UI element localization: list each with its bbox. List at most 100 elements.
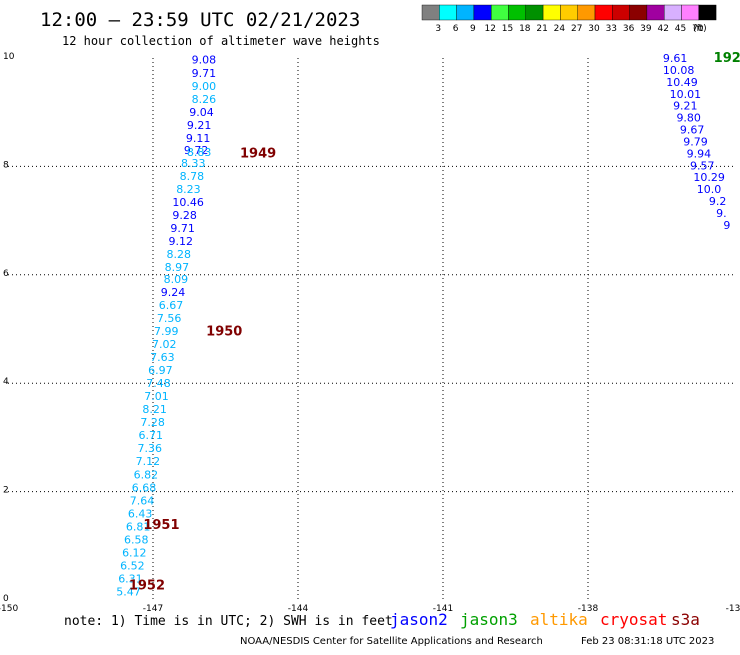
wave-height-label: 9. <box>716 207 727 220</box>
y-tick-label: 0 <box>3 594 9 604</box>
wave-height-label: 7.56 <box>157 312 182 325</box>
legend-swatch <box>421 4 440 21</box>
x-tick-label: -147 <box>143 604 163 614</box>
wave-height-label: 6.43 <box>128 507 153 520</box>
legend-swatch <box>542 4 561 21</box>
wave-height-label: 9.04 <box>189 106 214 119</box>
legend-label: 39 <box>640 24 652 34</box>
wave-height-label: 10.46 <box>172 196 204 209</box>
pass-time-label: 1952 <box>129 578 165 593</box>
wave-height-label: 9.00 <box>192 80 217 93</box>
wave-height-label: 7.48 <box>146 377 171 390</box>
wave-height-label: 10.0 <box>697 183 722 196</box>
legend-label: 12 <box>484 24 495 34</box>
satellite-legend-cryosat: cryosat <box>600 610 667 629</box>
wave-height-label: 8.28 <box>167 248 192 261</box>
footer-timestamp: Feb 23 08:31:18 UTC 2023 <box>581 636 714 647</box>
wave-height-label: 5.47 <box>116 585 140 598</box>
wave-height-label: 10.29 <box>693 171 725 184</box>
wave-height-label: 7.99 <box>154 325 179 338</box>
legend-swatch <box>698 4 717 21</box>
wave-height-label: 6.97 <box>148 364 173 377</box>
wave-height-label: 8.23 <box>176 183 201 196</box>
legend-label: 24 <box>554 24 566 34</box>
wave-height-label: 6.68 <box>132 481 157 494</box>
wave-height-label: 9.2 <box>709 195 727 208</box>
legend-swatch <box>594 4 613 21</box>
chart-title: 12:00 – 23:59 UTC 02/21/2023 <box>40 9 360 31</box>
x-tick-label: -138 <box>578 604 599 614</box>
wave-height-label: 6.12 <box>122 546 147 559</box>
wave-height-label: 6.58 <box>124 533 149 546</box>
x-tick-label: -144 <box>288 604 309 614</box>
satellite-legend-altika: altika <box>530 610 588 629</box>
legend-swatch <box>612 4 630 21</box>
y-tick-label: 8 <box>3 160 9 170</box>
wave-height-label: 7.02 <box>152 338 177 351</box>
x-tick-label: -141 <box>433 604 453 614</box>
x-tick-label: -13 <box>726 604 740 614</box>
legend-label: 70 <box>692 24 704 34</box>
wave-height-label: 10.01 <box>670 88 702 101</box>
footer-credit: NOAA/NESDIS Center for Satellite Applica… <box>240 636 543 647</box>
legend-label: 21 <box>536 24 547 34</box>
wave-height-label: 8.78 <box>180 170 205 183</box>
legend-label: 27 <box>571 24 582 34</box>
satellite-legend-jason3: jason3 <box>460 610 518 629</box>
y-tick-label: 2 <box>3 486 9 496</box>
wave-height-label: 9.67 <box>680 124 705 137</box>
wave-height-label: 6.71 <box>139 429 164 442</box>
legend-swatch <box>439 4 457 21</box>
wave-height-label: 10.49 <box>666 76 698 89</box>
legend-swatch <box>646 4 665 21</box>
pass-time-label: 1950 <box>206 325 242 340</box>
wave-height-label: 9.71 <box>192 67 217 80</box>
legend-label: 30 <box>588 24 600 34</box>
legend-label: 45 <box>675 24 686 34</box>
legend-unit: (ft) <box>693 24 707 34</box>
legend-swatch <box>560 4 578 21</box>
satellite-legend-s3a: s3a <box>671 610 700 629</box>
legend-label: 42 <box>657 24 668 34</box>
y-tick-label: 4 <box>3 377 9 387</box>
legend-label: 18 <box>519 24 531 34</box>
wave-height-label: 9.21 <box>187 119 212 132</box>
wave-height-label: 8.09 <box>164 273 189 286</box>
legend-label: 9 <box>470 24 476 34</box>
wave-height-label: 7.28 <box>140 416 165 429</box>
wave-height-label: 9.28 <box>172 209 197 222</box>
wave-height-label: 9.24 <box>161 286 186 299</box>
wave-height-label: 9.71 <box>170 222 195 235</box>
legend-swatch <box>664 4 682 21</box>
wave-height-label: 6.31 <box>118 572 143 585</box>
wave-height-label: 8.26 <box>192 93 217 106</box>
legend-swatch <box>456 4 475 21</box>
legend-label: 3 <box>435 24 441 34</box>
wave-height-label: 6.67 <box>159 299 184 312</box>
wave-height-label: 8.83 <box>187 146 212 159</box>
wave-height-label: 8.21 <box>142 403 167 416</box>
y-tick-label: 10 <box>3 52 15 62</box>
wave-height-label: 7.36 <box>138 442 163 455</box>
satellite-legend-jason2: jason2 <box>390 610 448 629</box>
wave-height-label: 9.61 <box>663 52 688 65</box>
wave-height-label: 9.72 <box>184 144 209 157</box>
legend-label: 6 <box>453 24 459 34</box>
wave-height-label: 6.52 <box>120 559 145 572</box>
wave-height-label: 9.79 <box>683 135 708 148</box>
pass-time-label: 192 <box>714 51 740 66</box>
legend-label: 36 <box>623 24 635 34</box>
wave-height-label: 7.64 <box>130 494 155 507</box>
legend-swatch <box>473 4 492 21</box>
legend-swatch <box>491 4 509 21</box>
wave-height-label: 8.97 <box>165 261 190 274</box>
wave-height-label: 9.94 <box>687 147 712 160</box>
wave-height-label: 8.33 <box>181 157 206 170</box>
x-tick-label: -150 <box>0 604 18 614</box>
wave-height-label: 6.81 <box>126 520 151 533</box>
legend-swatch <box>577 4 596 21</box>
chart-subtitle: 12 hour collection of altimeter wave hei… <box>62 34 380 48</box>
legend-swatch <box>508 4 526 21</box>
